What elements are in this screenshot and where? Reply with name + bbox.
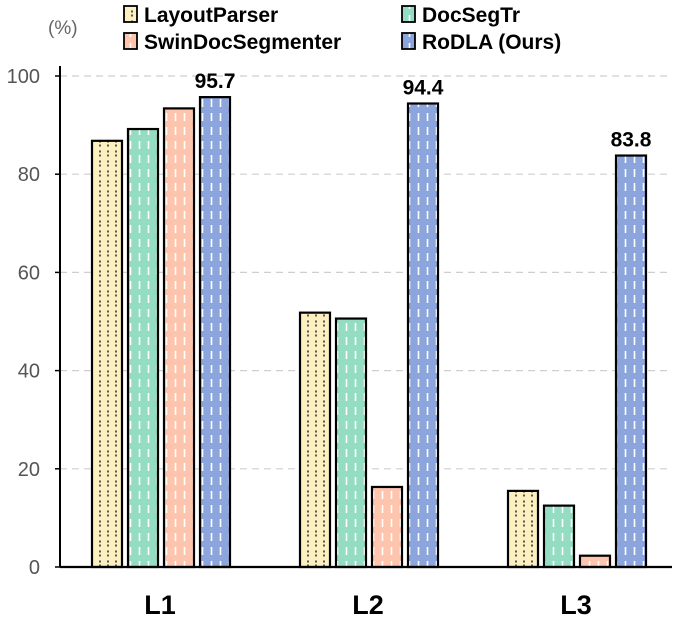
bar-L1-rodla-ours [198, 96, 232, 569]
legend-item-docsegtr: DocSegTr [401, 4, 520, 27]
x-axis: L1 L2 L3 [60, 565, 672, 619]
bar-L2-docsegtr [334, 317, 368, 569]
y-axis-unit-label: (%) [48, 18, 78, 39]
bar-L3-rodla-ours [614, 154, 648, 569]
legend-label: RoDLA (Ours) [422, 31, 561, 54]
bar-L3-docsegtr [542, 504, 576, 569]
bar-L1-swindocsegmenter [162, 107, 196, 569]
bar-L2-layoutparser [298, 311, 332, 569]
y-tick-label: 80 [18, 164, 40, 186]
y-tick-label: 0 [29, 557, 40, 579]
bar-L3-layoutparser [506, 489, 540, 569]
data-label: 95.7 [195, 70, 236, 93]
data-label: 83.8 [611, 129, 652, 152]
data-label: 94.4 [403, 76, 444, 99]
y-axis: 0 20 40 60 80 100 [7, 66, 61, 579]
x-category-label: L2 [352, 590, 384, 619]
bars [90, 96, 648, 569]
bar-L3-swindocsegmenter [578, 554, 612, 569]
gridlines [60, 75, 672, 470]
bar-L2-swindocsegmenter [370, 485, 404, 569]
y-tick-label: 100 [7, 66, 40, 88]
bar-L1-layoutparser [90, 139, 124, 569]
legend-label: LayoutParser [144, 4, 278, 27]
x-category-label: L1 [144, 590, 176, 619]
y-tick-label: 60 [18, 262, 40, 284]
bar-L2-rodla-ours [406, 102, 440, 569]
legend-label: DocSegTr [422, 4, 520, 27]
legend-item-layoutparser: LayoutParser [123, 4, 278, 27]
legend-item-rodla-ours: RoDLA (Ours) [401, 31, 561, 54]
bar-L1-docsegtr [126, 127, 160, 569]
legend-item-swindocsegmenter: SwinDocSegmenter [123, 31, 341, 54]
y-tick-label: 20 [18, 459, 40, 481]
data-labels: 95.7 94.4 83.8 [195, 70, 652, 151]
y-tick-label: 40 [18, 361, 40, 383]
x-category-label: L3 [560, 590, 592, 619]
legend-label: SwinDocSegmenter [144, 31, 341, 54]
legend: LayoutParser DocSegTr SwinDocSegmenter RoDL… [123, 4, 561, 54]
